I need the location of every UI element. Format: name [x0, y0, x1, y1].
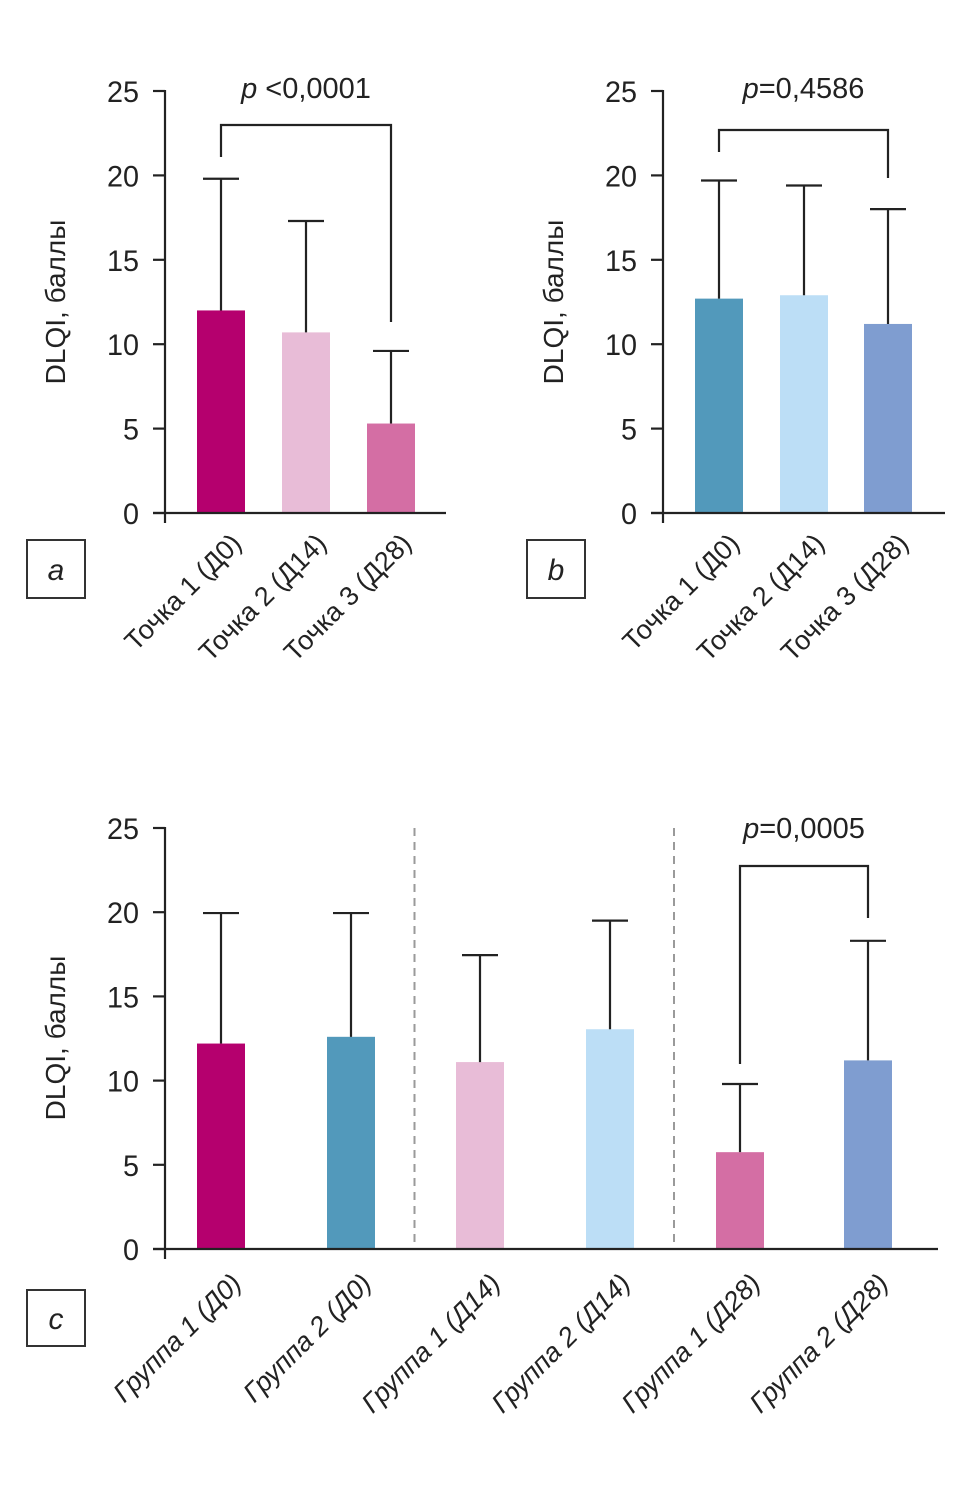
y-tick-label: 10	[605, 329, 637, 362]
y-tick-label: 5	[123, 1150, 139, 1183]
panel-letter-box	[526, 539, 586, 599]
significance-bracket	[738, 864, 870, 1064]
bar	[282, 332, 330, 513]
significance-bracket	[717, 128, 890, 178]
bar	[780, 295, 828, 513]
p-symbol: p	[742, 73, 759, 105]
y-tick-label: 20	[605, 160, 637, 193]
x-category-label: Группа 1 (Д0)	[107, 1268, 247, 1408]
y-axis-label: DLQI, баллы	[538, 220, 569, 385]
y-tick-label: 20	[107, 160, 139, 193]
y-tick-label: 25	[107, 76, 139, 109]
p-value: =0,0005	[759, 813, 865, 845]
y-tick-label: 5	[123, 414, 139, 447]
y-tick-label: 25	[107, 813, 139, 846]
y-tick-label: 5	[621, 414, 637, 447]
panel-letter-box	[26, 539, 86, 599]
bar	[586, 1029, 634, 1249]
bar	[695, 298, 743, 513]
y-tick-label: 0	[621, 498, 637, 531]
y-tick-label: 20	[107, 897, 139, 930]
bar	[367, 423, 415, 513]
bar	[844, 1060, 892, 1249]
x-category-label: Группа 2 (Д0)	[237, 1268, 377, 1408]
y-tick-label: 15	[605, 245, 637, 278]
y-tick-label: 10	[107, 1066, 139, 1099]
x-category-label: Группа 1 (Д28)	[616, 1268, 767, 1419]
bar	[456, 1062, 504, 1249]
x-category-label: Группа 2 (Д28)	[744, 1268, 895, 1419]
y-tick-label: 15	[107, 245, 139, 278]
p-value-label: p=0,4586	[742, 73, 865, 105]
p-value-label: p <0,0001	[240, 73, 371, 105]
bar	[864, 323, 912, 513]
bar	[716, 1152, 764, 1249]
bar	[197, 1043, 245, 1249]
p-symbol: p	[742, 813, 759, 845]
y-tick-label: 0	[123, 1234, 139, 1267]
x-category-label: Группа 2 (Д14)	[486, 1268, 637, 1419]
p-value: <0,0001	[257, 73, 371, 105]
y-tick-label: 25	[605, 76, 637, 109]
y-axis-label: DLQI, баллы	[40, 220, 71, 385]
y-tick-label: 15	[107, 981, 139, 1014]
panel-letter: b	[548, 554, 565, 587]
p-symbol: p	[240, 73, 257, 105]
panel-letter-box	[26, 1289, 86, 1347]
y-axis-label: DLQI, баллы	[40, 956, 71, 1121]
significance-bracket	[219, 123, 393, 322]
y-tick-label: 0	[123, 498, 139, 531]
y-tick-label: 10	[107, 329, 139, 362]
p-value: =0,4586	[759, 73, 865, 105]
panel-letter: c	[49, 1303, 64, 1336]
bar	[197, 310, 245, 513]
panel-letter: a	[48, 554, 65, 587]
bar	[327, 1036, 375, 1249]
p-value-label: p=0,0005	[742, 813, 865, 845]
x-category-label: Группа 1 (Д14)	[356, 1268, 507, 1419]
